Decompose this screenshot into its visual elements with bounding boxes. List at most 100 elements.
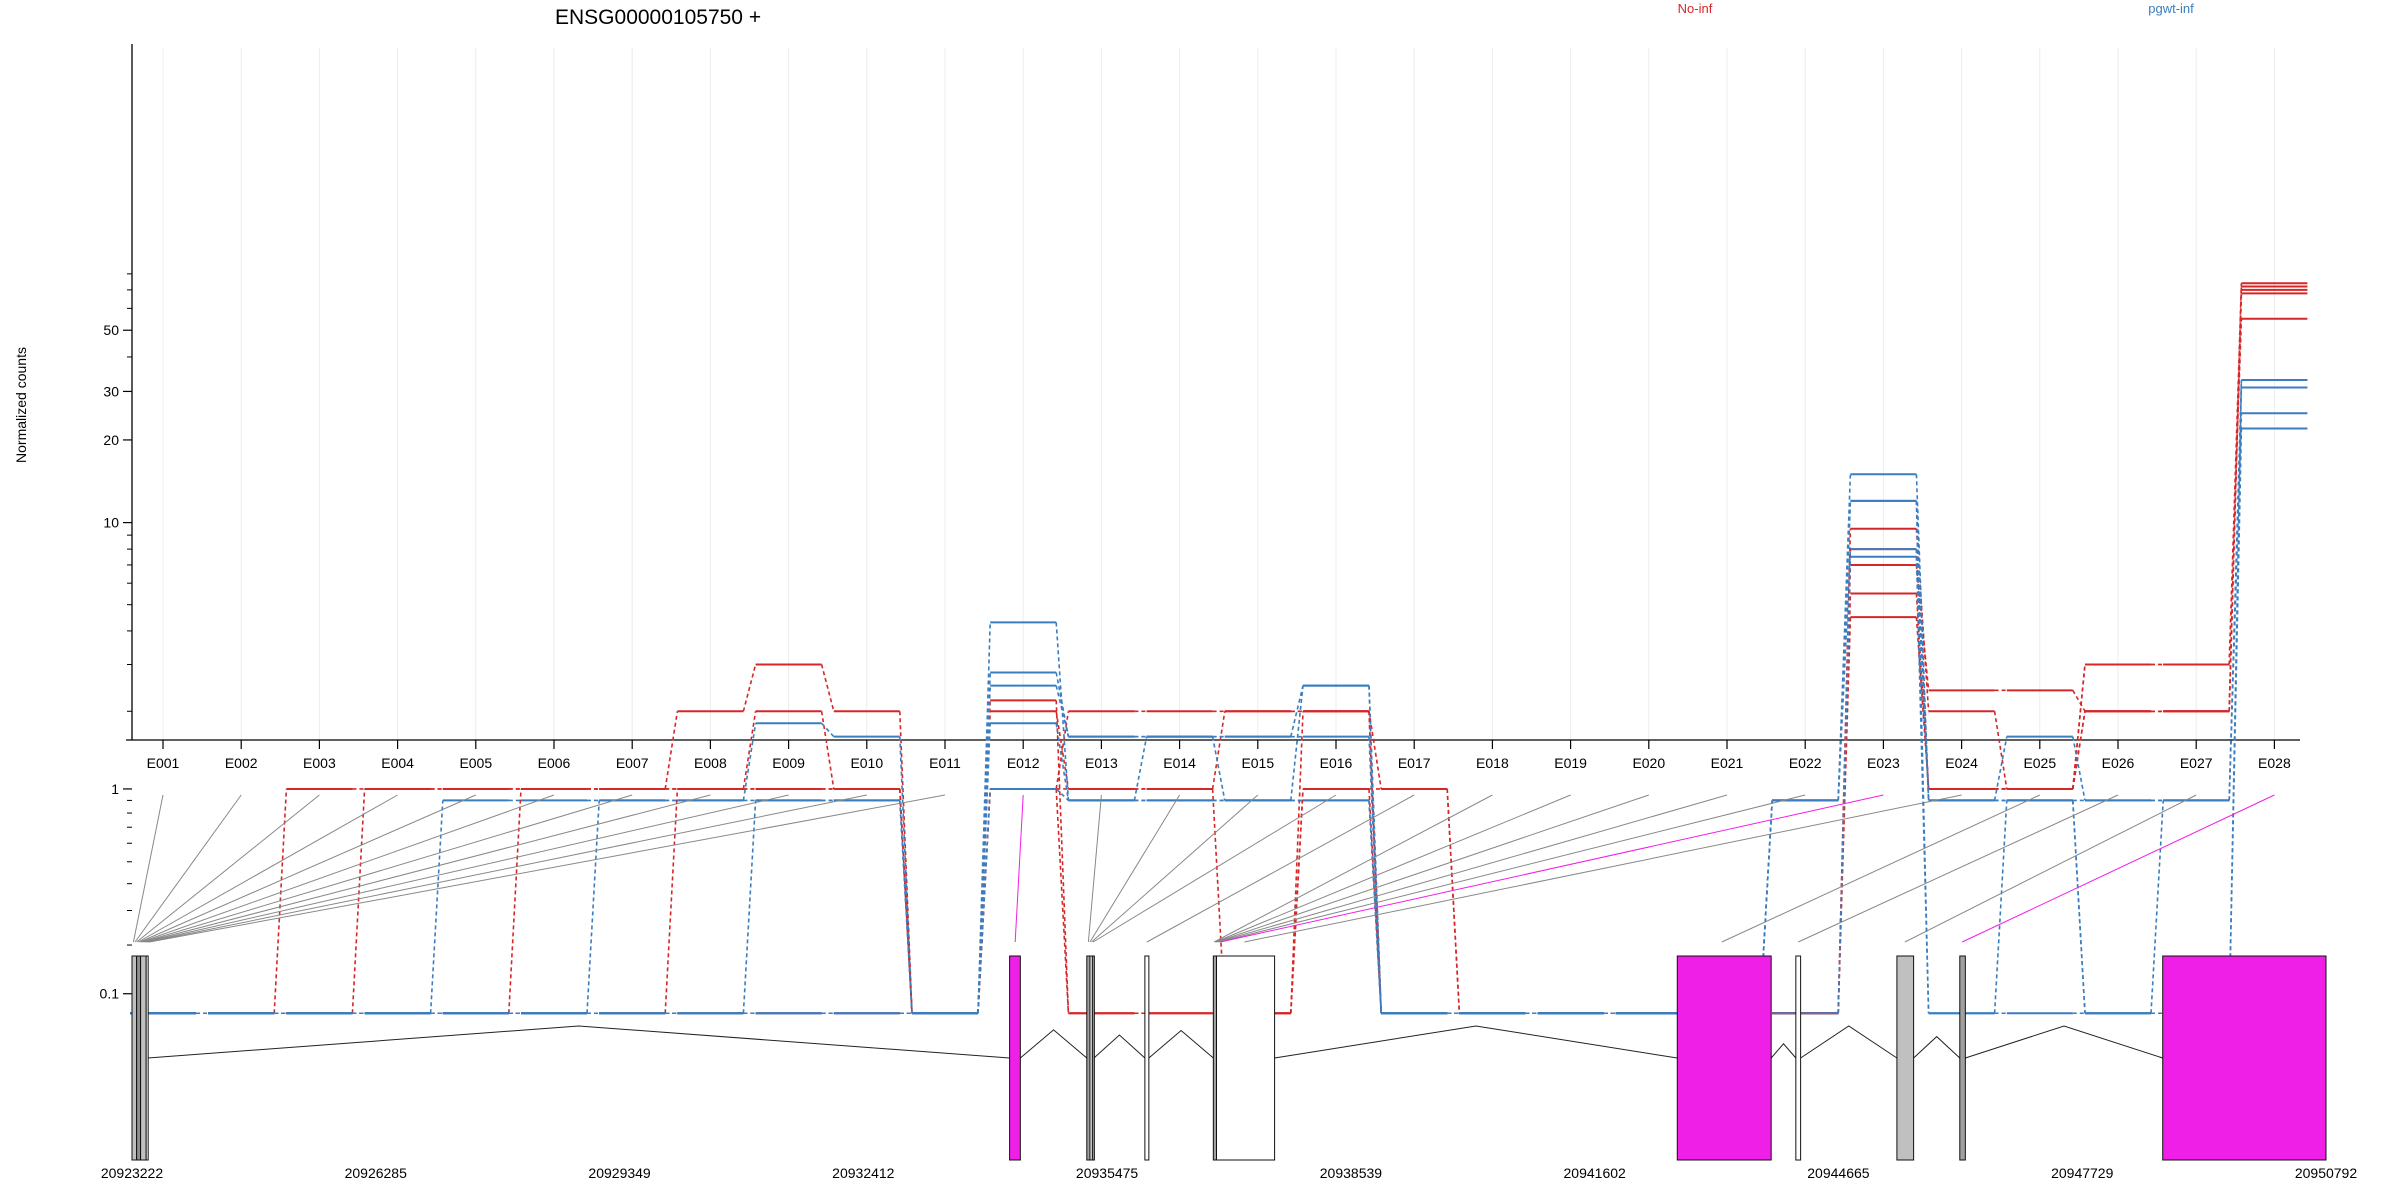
- connector: [1087, 794, 1102, 943]
- connector: [1244, 794, 1962, 943]
- x-tick-label: E026: [2102, 755, 2135, 771]
- data-connector: [742, 711, 757, 790]
- data-connector: [1915, 500, 1930, 1014]
- data-connector: [429, 800, 444, 1014]
- genomic-tick-label: 20941602: [1564, 1165, 1627, 1181]
- series-pgwt-inf: [130, 379, 2308, 1015]
- data-connector: [1368, 800, 1382, 1014]
- data-connector: [820, 664, 835, 712]
- connector: [144, 794, 711, 943]
- connector: [1089, 794, 1181, 943]
- data-connector: [2072, 689, 2086, 712]
- y-tick-label: 50: [103, 322, 119, 338]
- x-tick-label: E010: [850, 755, 883, 771]
- series-no-inf: [130, 288, 2308, 1015]
- genomic-tick-label: 20938539: [1320, 1165, 1383, 1181]
- exon-block: [1216, 955, 1276, 1161]
- y-tick-label: 1: [111, 781, 119, 797]
- data-connector: [664, 788, 679, 1014]
- x-tick-label: E011: [929, 755, 961, 771]
- connector: [1213, 794, 1493, 943]
- gene-model: [131, 955, 2327, 1161]
- grid-lines: [162, 48, 2275, 740]
- data-connector: [508, 788, 522, 1014]
- x-axis: E001 E002 E003 E004 E005 E006 E007 E008 E009 E010…: [126, 739, 2300, 771]
- x-tick-label: E002: [225, 755, 258, 771]
- data-connector: [1290, 788, 1304, 1014]
- connector: [1217, 794, 1728, 943]
- exon-block: [1795, 955, 1802, 1161]
- series-pgwt-inf: [130, 379, 2308, 1015]
- data-connector: [1055, 622, 1070, 801]
- data-connector: [1055, 723, 1070, 801]
- x-tick-label: E023: [1867, 755, 1900, 771]
- exon-block: [131, 955, 138, 1161]
- exon-block: [140, 955, 147, 1161]
- intron-line: [1148, 1029, 1214, 1059]
- connector: [142, 794, 633, 943]
- connector: [1215, 794, 1571, 943]
- x-tick-label: E013: [1085, 755, 1118, 771]
- x-tick-label: E008: [694, 755, 727, 771]
- data-connector: [820, 711, 835, 790]
- data-connector: [1211, 736, 1226, 801]
- data-connector: [2150, 800, 2164, 1014]
- series-lines: [130, 282, 2308, 1015]
- data-connector: [742, 723, 757, 801]
- data-connector: [664, 711, 679, 790]
- connector: [147, 794, 867, 943]
- connector: [146, 794, 789, 943]
- exon-block: [1091, 955, 1095, 1161]
- intron-line: [1913, 1035, 1961, 1059]
- data-connector: [821, 722, 835, 738]
- x-tick-label: E015: [1241, 755, 1274, 771]
- data-connector: [1133, 736, 1148, 801]
- data-connector: [2072, 711, 2086, 790]
- intron-line: [1020, 1029, 1088, 1059]
- connector: [1215, 794, 1649, 943]
- exon-block: [1896, 955, 1915, 1161]
- genomic-tick-label: 20944665: [1807, 1165, 1870, 1181]
- exon-block: [136, 955, 142, 1161]
- data-connector: [977, 672, 991, 1014]
- data-connector: [1055, 711, 1070, 790]
- data-connector: [1915, 500, 1930, 801]
- data-connector: [1211, 788, 1226, 1014]
- data-connector: [1837, 556, 1852, 1014]
- genomic-tick-label: 20932412: [832, 1165, 895, 1181]
- x-tick-label: E007: [616, 755, 649, 771]
- exon-block: [145, 955, 149, 1161]
- genomic-tick-label: 20926285: [345, 1165, 408, 1181]
- connector: [136, 794, 320, 943]
- y-tick-label: 30: [103, 383, 119, 399]
- x-tick-label: E025: [2023, 755, 2056, 771]
- intron-line: [1800, 1025, 1898, 1059]
- genomic-tick-label: 20923222: [101, 1165, 164, 1181]
- x-tick-label: E017: [1398, 755, 1431, 771]
- data-connector: [899, 711, 913, 1014]
- data-connector: [1993, 736, 2008, 801]
- x-tick-label: E004: [381, 755, 414, 771]
- data-connector: [1055, 788, 1070, 1014]
- connector: [1721, 794, 2041, 943]
- x-tick-label: E001: [147, 755, 180, 771]
- connector: [149, 794, 946, 943]
- exon-block: [1676, 955, 1772, 1161]
- data-connector: [742, 800, 757, 1014]
- x-tick-label: E028: [2258, 755, 2291, 771]
- connector-highlight: [1220, 794, 1884, 943]
- y-tick-label: 10: [103, 515, 119, 531]
- connector: [137, 794, 398, 943]
- data-connector: [1446, 788, 1461, 1014]
- intron-line: [1965, 1025, 2163, 1059]
- intron-line: [1093, 1034, 1146, 1059]
- data-connector: [2072, 800, 2086, 1014]
- legend-no-inf: No-inf: [1678, 1, 1713, 16]
- x-tick-label: E027: [2180, 755, 2213, 771]
- x-tick-label: E009: [772, 755, 805, 771]
- chart-title: ENSG00000105750 +: [555, 6, 761, 29]
- x-tick-label: E019: [1554, 755, 1587, 771]
- x-tick-label: E024: [1945, 755, 1978, 771]
- y-tick-label: 20: [103, 432, 119, 448]
